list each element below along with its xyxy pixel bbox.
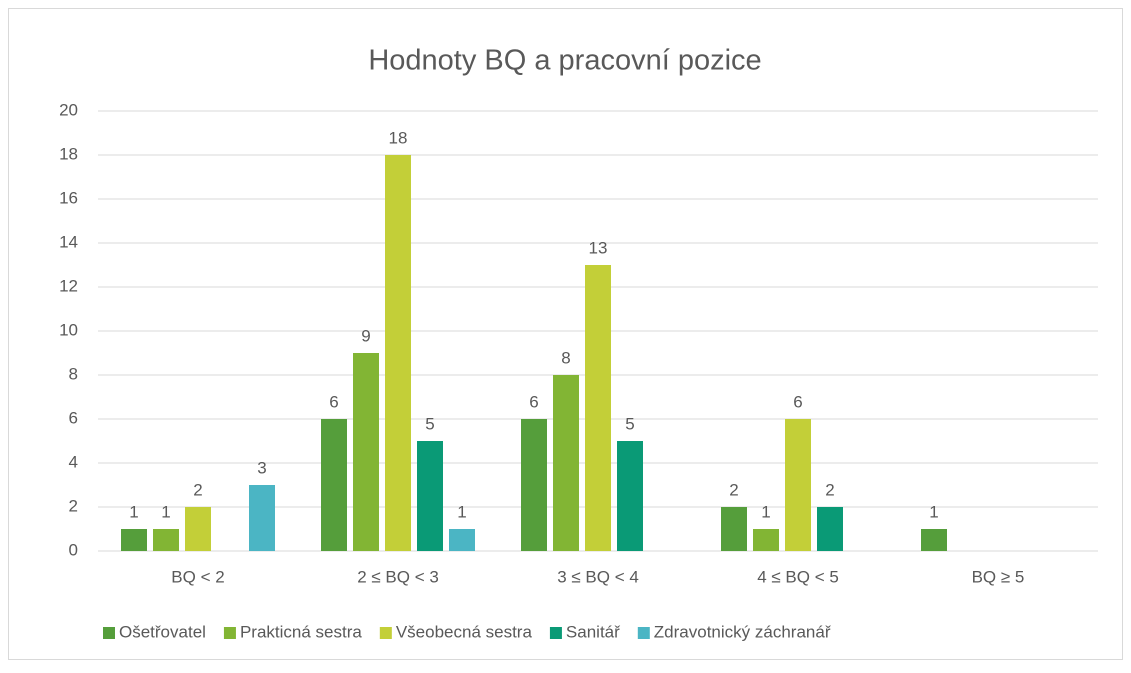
y-tick-label: 6 [69,408,78,427]
data-label: 3 [257,458,266,477]
bar [585,265,611,551]
x-tick-label: 2 ≤ BQ < 3 [357,567,439,586]
data-label: 2 [825,480,834,499]
data-label: 6 [329,392,338,411]
legend-swatch [549,627,562,639]
data-label: 18 [389,128,408,147]
legend-label: Všeobecná sestra [396,622,533,641]
legend-label: Zdravotnický záchranář [654,622,831,641]
x-tick-label: BQ < 2 [171,567,224,586]
bar [321,419,347,551]
legend-swatch [379,627,392,639]
bar [785,419,811,551]
bar [417,441,443,551]
legend-label: Sanitář [566,622,620,641]
bar [817,507,843,551]
data-label: 1 [129,502,138,521]
data-label: 8 [561,348,570,367]
chart-frame [8,8,1123,660]
bar [617,441,643,551]
y-tick-label: 12 [59,276,78,295]
legend-label: Ošetřovatel [119,622,206,641]
bar [385,155,411,551]
x-tick-label: 3 ≤ BQ < 4 [557,567,639,586]
bar [121,529,147,551]
y-tick-label: 0 [69,540,78,559]
data-label: 1 [457,502,466,521]
bar [553,375,579,551]
bar [185,507,211,551]
data-label: 1 [161,502,170,521]
y-tick-label: 2 [69,496,78,515]
legend-swatch [103,627,115,639]
y-tick-label: 10 [59,320,78,339]
x-tick-label: 4 ≤ BQ < 5 [757,567,839,586]
bar [521,419,547,551]
data-label: 2 [729,480,738,499]
y-tick-label: 4 [69,452,78,471]
y-tick-label: 14 [59,232,78,251]
data-label: 6 [793,392,802,411]
bar [921,529,947,551]
y-tick-label: 20 [59,100,78,119]
data-label: 9 [361,326,370,345]
legend-swatch [637,627,650,639]
y-tick-label: 16 [59,188,78,207]
legend-swatch [223,627,236,639]
legend-label: Prakticná sestra [240,622,362,641]
bar [153,529,179,551]
chart-title: Hodnoty BQ a pracovní pozice [368,45,761,77]
data-label: 13 [589,238,608,257]
data-label: 6 [529,392,538,411]
x-tick-label: BQ ≥ 5 [972,567,1025,586]
y-tick-label: 8 [69,364,78,383]
bar [449,529,475,551]
data-label: 1 [761,502,770,521]
bar [753,529,779,551]
data-label: 5 [625,414,634,433]
bar [353,353,379,551]
data-label: 2 [193,480,202,499]
data-label: 5 [425,414,434,433]
data-label: 1 [929,502,938,521]
bar [249,485,275,551]
y-tick-label: 18 [59,144,78,163]
bar [721,507,747,551]
